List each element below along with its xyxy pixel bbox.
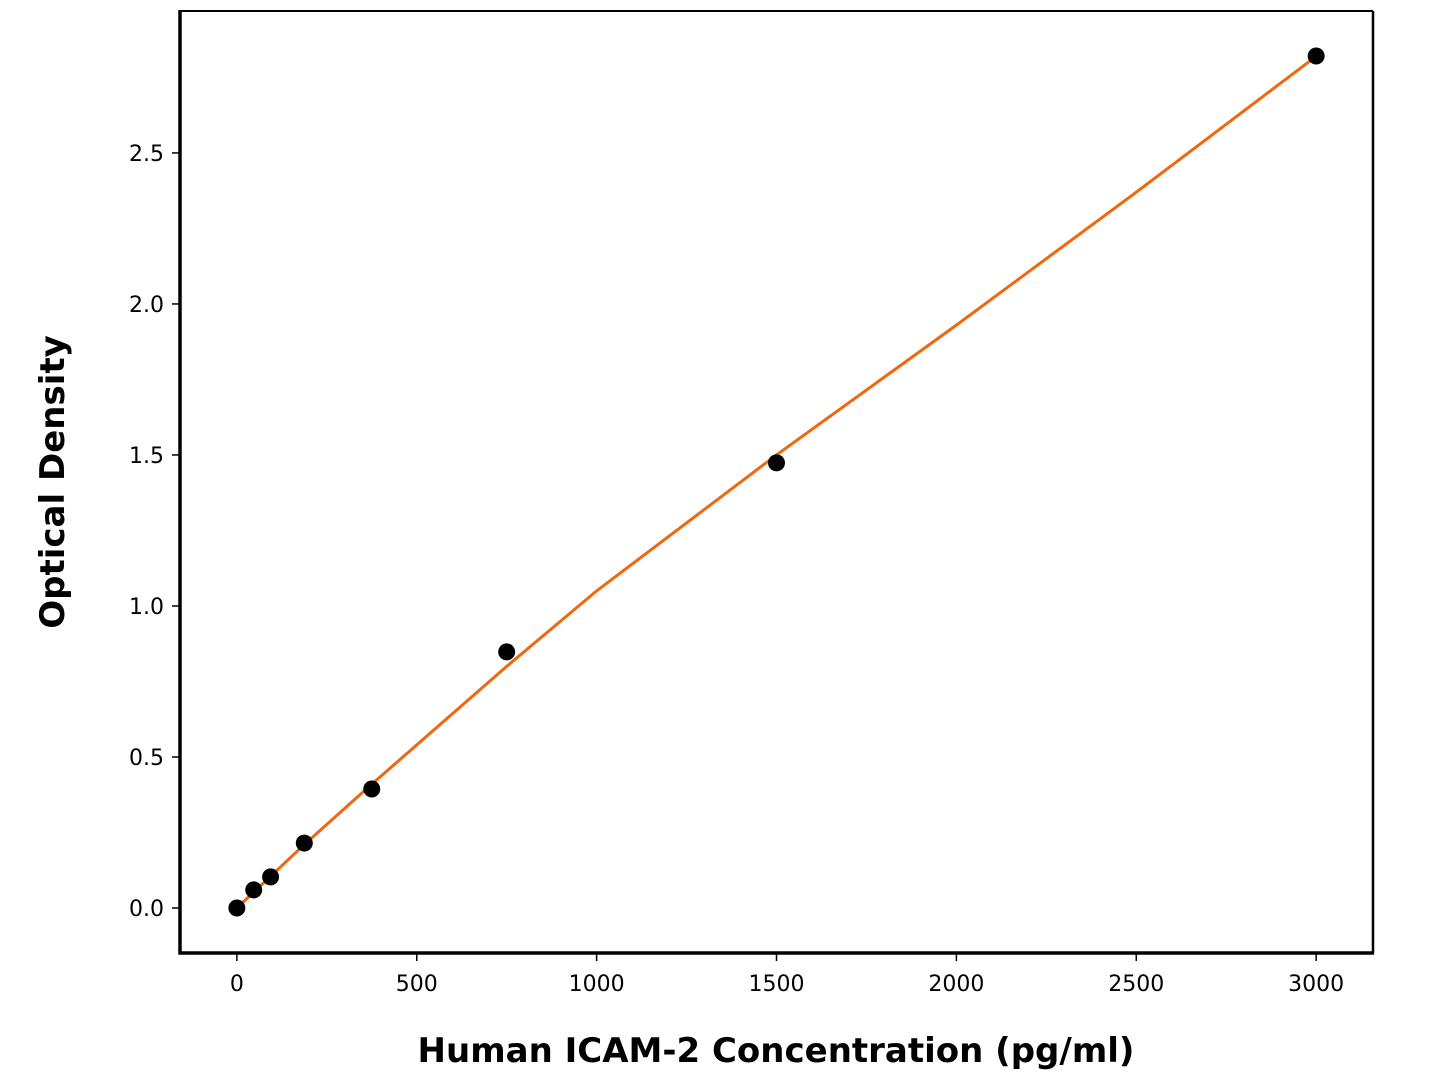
y-tick-label: 0.5: [129, 746, 164, 771]
y-tick-label: 1.5: [129, 444, 164, 469]
data-point: [295, 834, 313, 852]
data-point: [1307, 47, 1325, 65]
x-tick-label: 2500: [1108, 972, 1164, 997]
y-tick-label: 0.0: [129, 897, 164, 922]
data-point: [228, 899, 246, 917]
fit-curve: [235, 55, 1318, 910]
x-tick-label: 2000: [928, 972, 984, 997]
data-point: [768, 454, 785, 472]
y-tick-label: 1.0: [129, 595, 164, 620]
x-tick-label: 3000: [1288, 972, 1344, 997]
data-point: [245, 881, 263, 899]
data-point: [363, 780, 381, 798]
data-point: [262, 868, 280, 886]
y-tick-label: 2.0: [129, 293, 164, 318]
x-tick-label: 0: [230, 972, 244, 997]
x-axis-label: Human ICAM-2 Concentration (pg/ml): [418, 1031, 1135, 1071]
x-tick-label: 1000: [569, 972, 625, 997]
x-tick-label: 1500: [749, 972, 805, 997]
y-tick-label: 2.5: [129, 142, 164, 167]
x-tick-label: 500: [396, 972, 438, 997]
data-point: [498, 643, 516, 661]
y-axis-label: Optical Density: [33, 335, 73, 629]
